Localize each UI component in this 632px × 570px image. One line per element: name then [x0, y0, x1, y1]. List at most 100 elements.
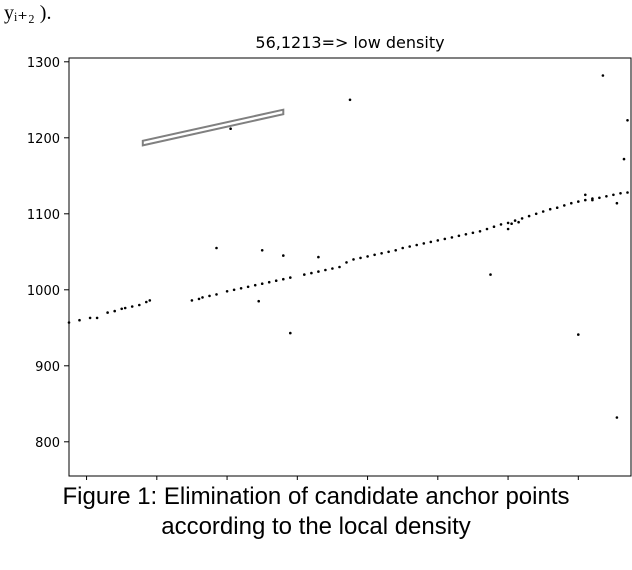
data-point [348, 98, 352, 102]
y-tick-label: 900 [35, 360, 60, 375]
data-point [408, 245, 412, 248]
data-point [359, 256, 362, 260]
data-point [520, 217, 524, 220]
data-point [591, 198, 594, 202]
data-point [310, 271, 313, 275]
data-point [225, 290, 229, 293]
figure-caption: Figure 1: Elimination of candidate ancho… [0, 482, 632, 542]
data-point [215, 293, 218, 296]
plot-frame [68, 57, 632, 477]
data-point [78, 318, 81, 322]
data-point [380, 252, 383, 255]
data-point [513, 219, 517, 222]
data-point [394, 249, 398, 252]
data-point [95, 316, 99, 320]
data-point [506, 221, 510, 225]
data-point [260, 249, 264, 252]
data-point [612, 193, 615, 197]
data-point [246, 285, 250, 289]
data-point [563, 204, 566, 207]
data-point [201, 296, 204, 299]
data-point [499, 223, 503, 226]
data-point [492, 225, 496, 228]
data-point [282, 277, 285, 281]
data-point [317, 270, 320, 273]
data-point [570, 201, 573, 205]
data-point [352, 258, 355, 261]
data-point [373, 253, 376, 257]
data-point [415, 243, 419, 247]
data-point [457, 234, 461, 238]
data-point [429, 240, 433, 244]
data-point [619, 192, 622, 195]
data-point [584, 193, 587, 197]
data-point [197, 297, 201, 301]
data-point [577, 200, 580, 203]
data-point [282, 254, 285, 257]
data-point [517, 220, 520, 224]
data-point [534, 212, 538, 216]
data-point [331, 267, 334, 270]
data-point [113, 309, 116, 313]
y-tick-label: 1100 [27, 208, 60, 223]
preceding-text-fragment: yᵢ₊₂ ). [4, 2, 52, 24]
data-point [130, 305, 134, 308]
data-point [615, 201, 619, 205]
data-point [527, 214, 531, 218]
data-point [422, 242, 426, 245]
data-point [289, 276, 292, 279]
data-point [257, 299, 261, 303]
y-tick-label: 1300 [27, 56, 60, 71]
data-point [626, 119, 629, 122]
y-tick-label: 800 [35, 436, 60, 451]
data-point [366, 255, 369, 258]
data-point [555, 206, 559, 209]
data-point [232, 288, 236, 292]
data-point [548, 207, 552, 211]
data-point [471, 231, 475, 235]
data-point [338, 265, 341, 269]
data-point [443, 237, 447, 241]
data-point [138, 303, 141, 307]
y-tick-label: 1200 [27, 132, 60, 147]
data-point [436, 239, 440, 242]
data-point [598, 196, 601, 200]
data-point [317, 255, 320, 259]
data-point [345, 261, 348, 264]
data-point [601, 74, 605, 77]
caption-line-1: Figure 1: Elimination of candidate ancho… [62, 483, 570, 510]
data-point [464, 233, 468, 236]
data-point [253, 283, 257, 287]
data-point [387, 250, 390, 254]
data-point [401, 246, 405, 250]
data-point [605, 195, 608, 198]
data-point [485, 227, 489, 231]
data-point [541, 210, 545, 213]
data-point [120, 307, 123, 311]
data-point [239, 287, 243, 290]
scatter-chart: 56,1213=> low density 204060801001201401… [27, 33, 632, 480]
data-point [88, 316, 92, 320]
data-point [267, 280, 271, 284]
data-point [106, 311, 109, 314]
data-point [215, 246, 218, 250]
data-point [489, 273, 492, 276]
data-point [510, 222, 513, 225]
data-point [274, 279, 278, 283]
data-point [260, 282, 264, 286]
data-point [289, 331, 292, 335]
data-point [615, 416, 619, 419]
data-point [478, 230, 482, 233]
data-point [577, 333, 580, 336]
data-point [450, 236, 454, 239]
data-point [324, 268, 327, 272]
chart-title: 56,1213=> low density [255, 33, 444, 52]
data-point [123, 306, 127, 310]
data-point [506, 227, 510, 231]
data-point [584, 198, 587, 202]
y-tick-label: 1000 [27, 284, 60, 299]
data-point [303, 273, 306, 276]
data-point [145, 300, 148, 304]
data-point [190, 299, 194, 302]
highlight-box [141, 108, 285, 147]
